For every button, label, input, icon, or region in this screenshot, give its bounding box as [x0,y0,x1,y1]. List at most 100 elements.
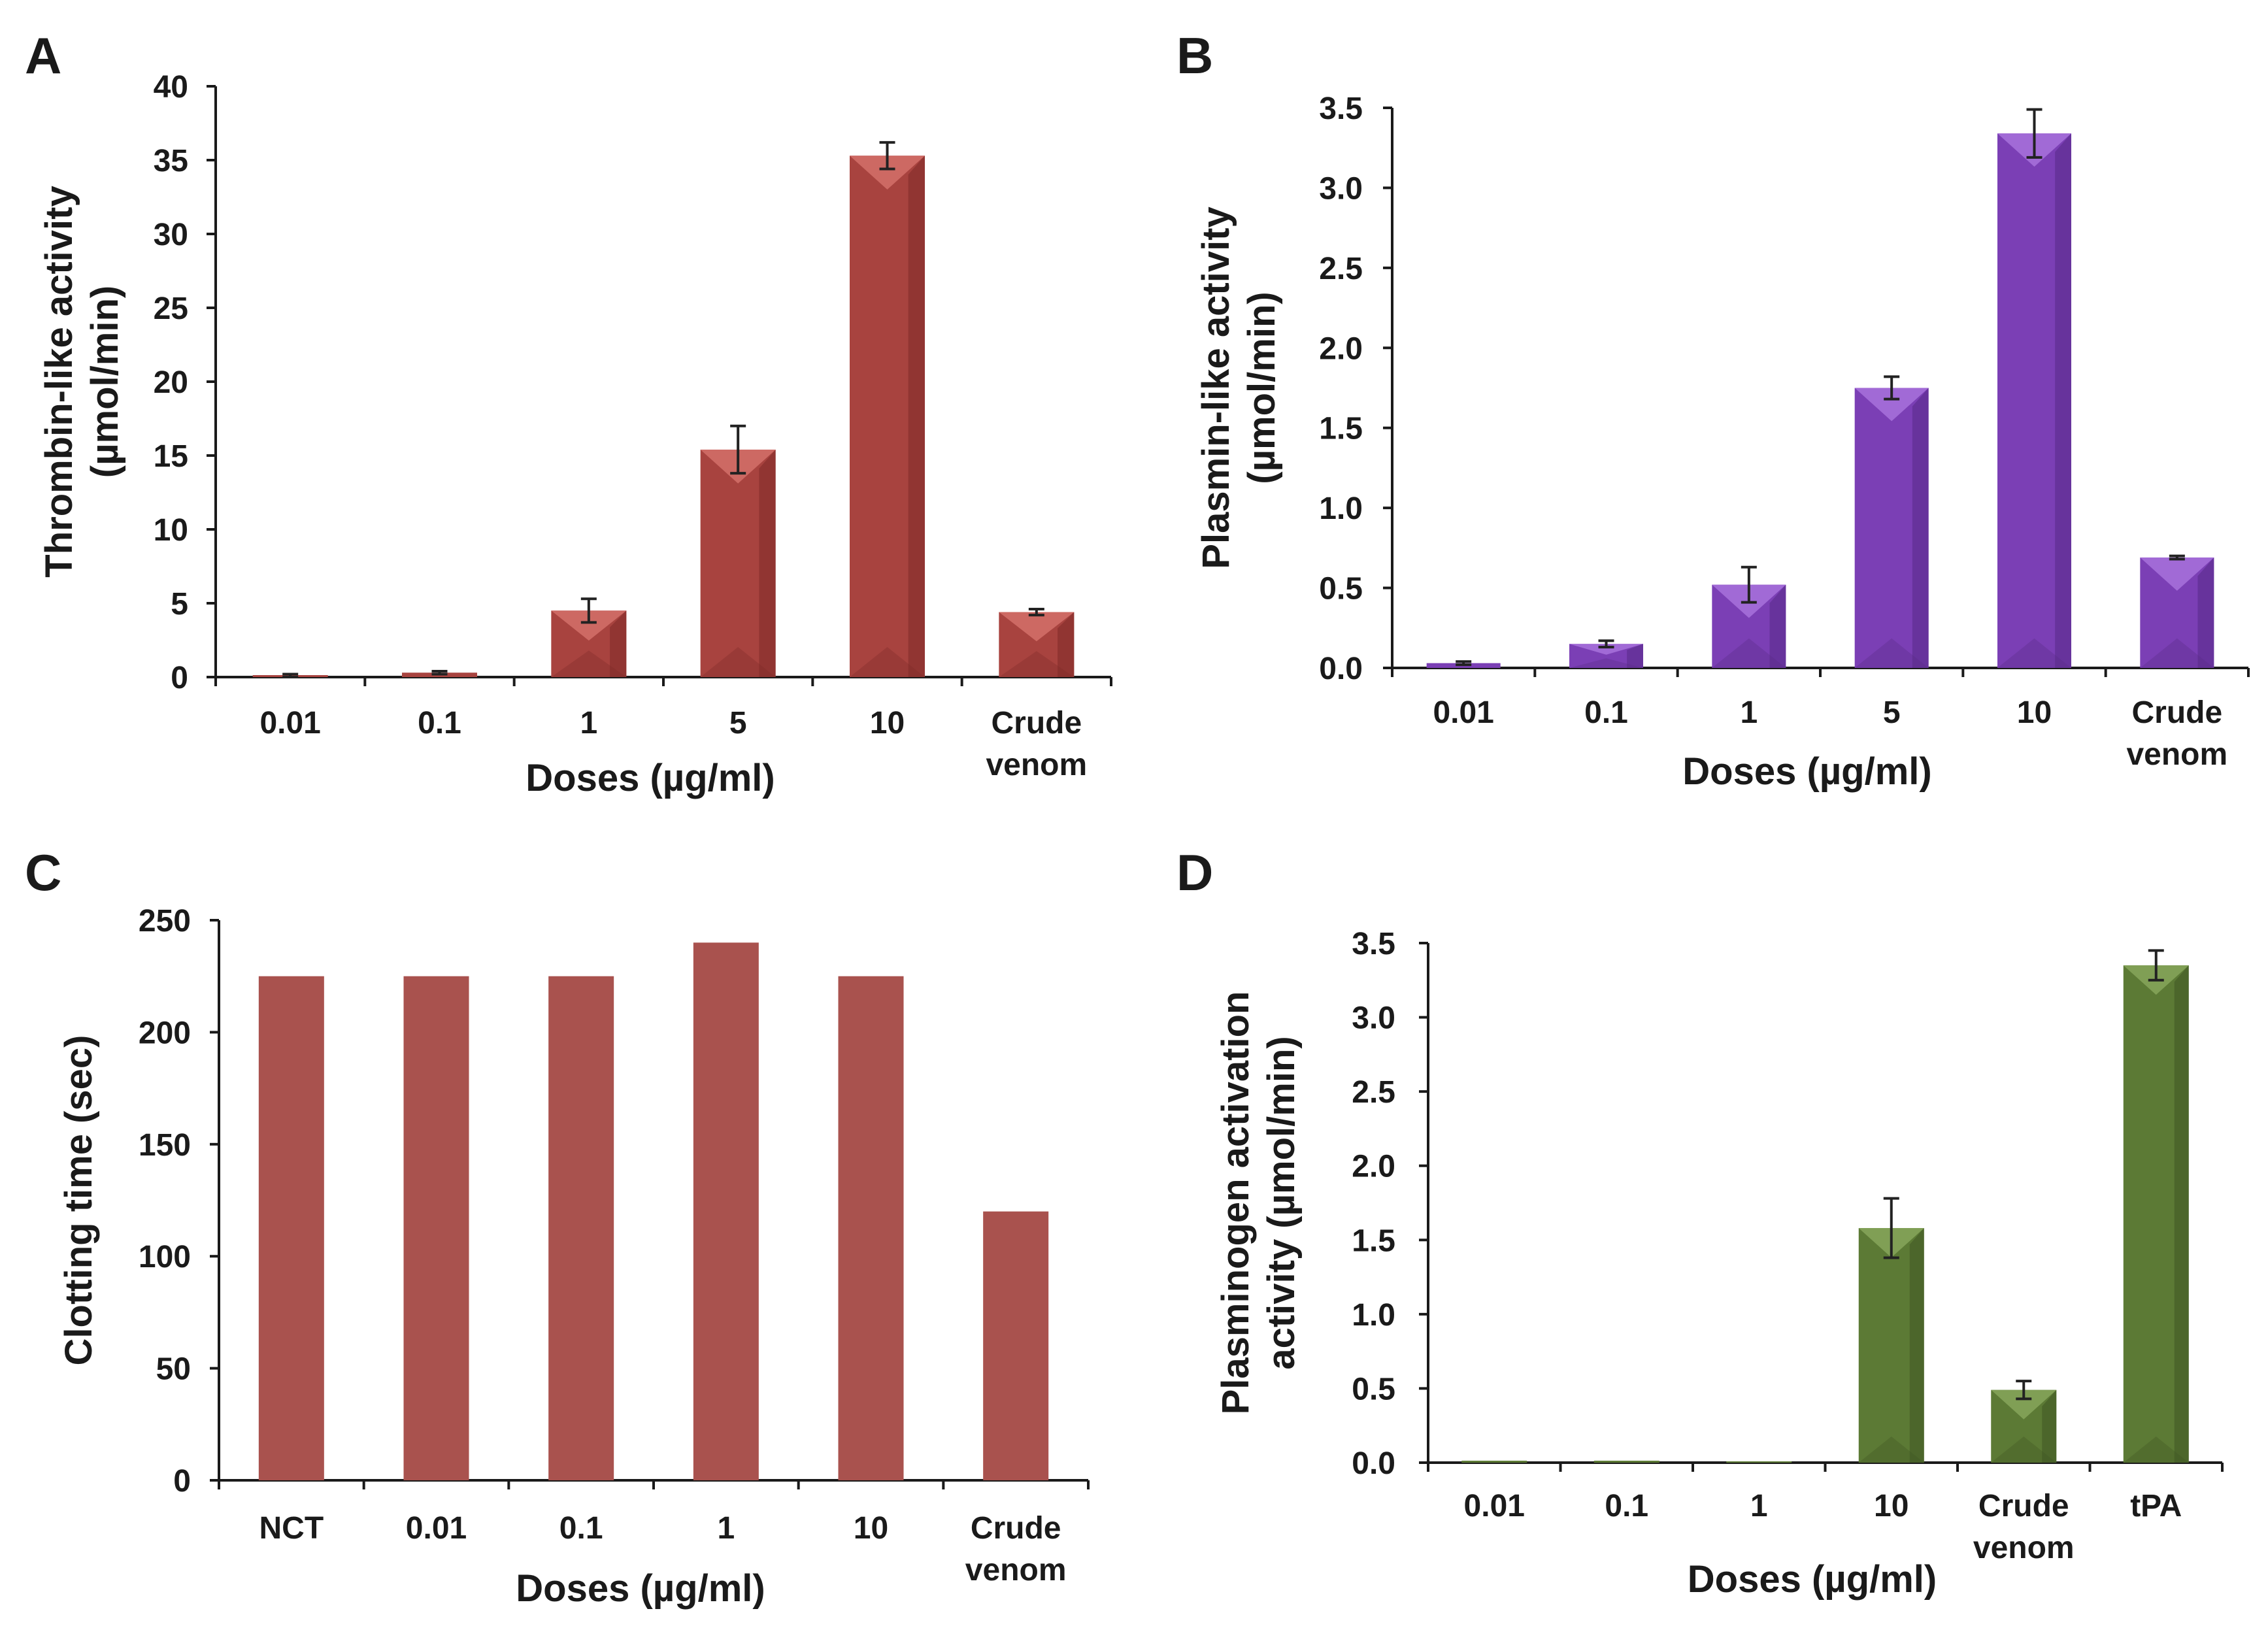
x-tick-label: venom [965,1553,1067,1587]
bar-highlight [551,610,627,641]
bar [1461,1461,1527,1463]
x-tick-label: 1 [580,706,597,740]
bar-base-facet [700,647,776,677]
y-tick-label: 0.0 [1319,652,1363,686]
y-tick-label: 15 [154,439,188,474]
x-tick-label: Crude [1978,1489,2069,1523]
bar-base-facet [551,650,627,677]
y-tick-label: 0.0 [1352,1446,1395,1481]
bar-base-facet [1712,638,1786,668]
panel-letter: C [25,844,61,901]
bar-shadow [908,156,925,678]
y-tick-label: 2.0 [1352,1150,1395,1184]
panel-letter: B [1176,27,1213,84]
x-tick-label: 0.1 [1584,695,1628,730]
y-tick-label: 1.0 [1352,1298,1395,1333]
bar-highlight [1854,388,1929,422]
bar-base-facet [1569,658,1643,668]
x-axis-title: Doses (µg/ml) [516,1567,765,1610]
bar-shadow [1058,612,1075,677]
bar-base-facet [850,647,925,677]
bar-base-facet [1997,638,2071,668]
y-tick-label: 3.5 [1319,91,1363,126]
y-axis-title: Thrombin-like activity (µmol/min) [38,186,126,577]
y-tick-label: 0.5 [1319,572,1363,606]
bar [693,942,759,1480]
y-tick-label: 20 [154,365,188,400]
y-tick-label: 2.0 [1319,331,1363,366]
bar-shadow [2042,1389,2057,1463]
y-axis-title-line: Clotting time (sec) [58,1035,100,1366]
bar [838,976,904,1480]
y-axis-title-line: Plasminogen activation [1214,991,1257,1415]
x-tick-label: 0.1 [1605,1489,1648,1523]
x-tick-label: 1 [717,1511,735,1546]
x-tick-label: 1 [1740,695,1758,730]
bar [548,976,614,1480]
y-axis-title-line: Plasmin-like activity [1195,207,1237,569]
x-axis-title: Doses (µg/ml) [1682,750,1931,793]
x-tick-label: 5 [1883,695,1901,730]
bar-shadow [1627,644,1643,668]
bar [258,976,324,1480]
panel-letter: A [25,27,61,84]
x-tick-label: 1 [1750,1489,1768,1523]
x-tick-label: 0.01 [1433,695,1493,730]
y-tick-label: 3.0 [1319,171,1363,206]
y-tick-label: 25 [154,291,188,326]
x-tick-label: venom [1973,1531,2075,1565]
y-tick-label: 10 [154,513,188,548]
y-tick-label: 2.5 [1319,252,1363,286]
y-axis-title: Plasminogen activation activity (µmol/min… [1214,991,1303,1415]
x-axis-title: Doses (µg/ml) [525,757,775,799]
y-tick-label: 150 [139,1128,191,1163]
y-tick-label: 100 [139,1240,191,1274]
y-tick-label: 30 [154,218,188,252]
bar-shadow [1912,388,1929,668]
panel-b: B 0.0 0.5 1.0 1.5 2.0 2.5 3.0 3.5 0.01 0.1 1 5 10 Crud… [1176,27,2250,793]
x-tick-label: 10 [2017,695,2052,730]
y-axis-title-line: (µmol/min) [1241,291,1283,484]
y-axis-title-line: (µmol/min) [84,286,126,478]
x-tick-label: 10 [1874,1489,1909,1523]
panel-c: C 0 50 100 150 200 250 NCT 0.01 0.1 1 10 Crude venom D… [25,844,1090,1610]
bar [1726,1461,1792,1463]
x-tick-label: 10 [854,1511,888,1546]
y-axis-title-line: activity (µmol/min) [1260,1036,1303,1369]
y-axis-title: Clotting time (sec) [58,1035,100,1366]
bar-highlight [1569,644,1643,655]
x-tick-label: NCT [259,1511,324,1546]
panel-letter: D [1176,844,1213,901]
x-tick-label: 0.01 [259,706,320,740]
bar-shadow [2055,133,2071,669]
x-tick-label: 0.01 [1464,1489,1525,1523]
y-tick-label: 3.0 [1352,1001,1395,1036]
x-tick-label: Crude [971,1511,1061,1546]
y-tick-label: 0.5 [1352,1372,1395,1406]
bar-highlight [1991,1389,2057,1420]
bar-shadow [2197,557,2214,668]
bar [1593,1461,1659,1463]
bar-highlight [850,156,925,190]
y-tick-label: 2.5 [1352,1075,1395,1110]
y-tick-label: 35 [154,144,188,178]
y-tick-label: 3.5 [1352,927,1395,961]
bar-highlight [999,612,1075,642]
bar-highlight [2140,557,2214,591]
y-tick-label: 1.5 [1352,1223,1395,1258]
panel-d: D 0.0 0.5 1.0 1.5 2.0 2.5 3.0 3.5 0.01 0.1 1 10 Crude… [1176,844,2224,1601]
x-tick-label: venom [2126,737,2227,772]
y-tick-label: 5 [171,587,188,622]
y-tick-label: 0 [173,1464,191,1499]
y-axis-title: Plasmin-like activity (µmol/min) [1195,207,1283,569]
x-tick-label: 0.1 [418,706,461,740]
bar [403,976,469,1480]
x-tick-label: 0.1 [559,1511,603,1546]
bar-base-facet [999,651,1075,677]
bar-shadow [2174,965,2189,1463]
y-tick-label: 0 [171,661,188,695]
y-axis-title-line: Thrombin-like activity [38,186,80,577]
x-tick-label: Crude [2131,695,2222,730]
